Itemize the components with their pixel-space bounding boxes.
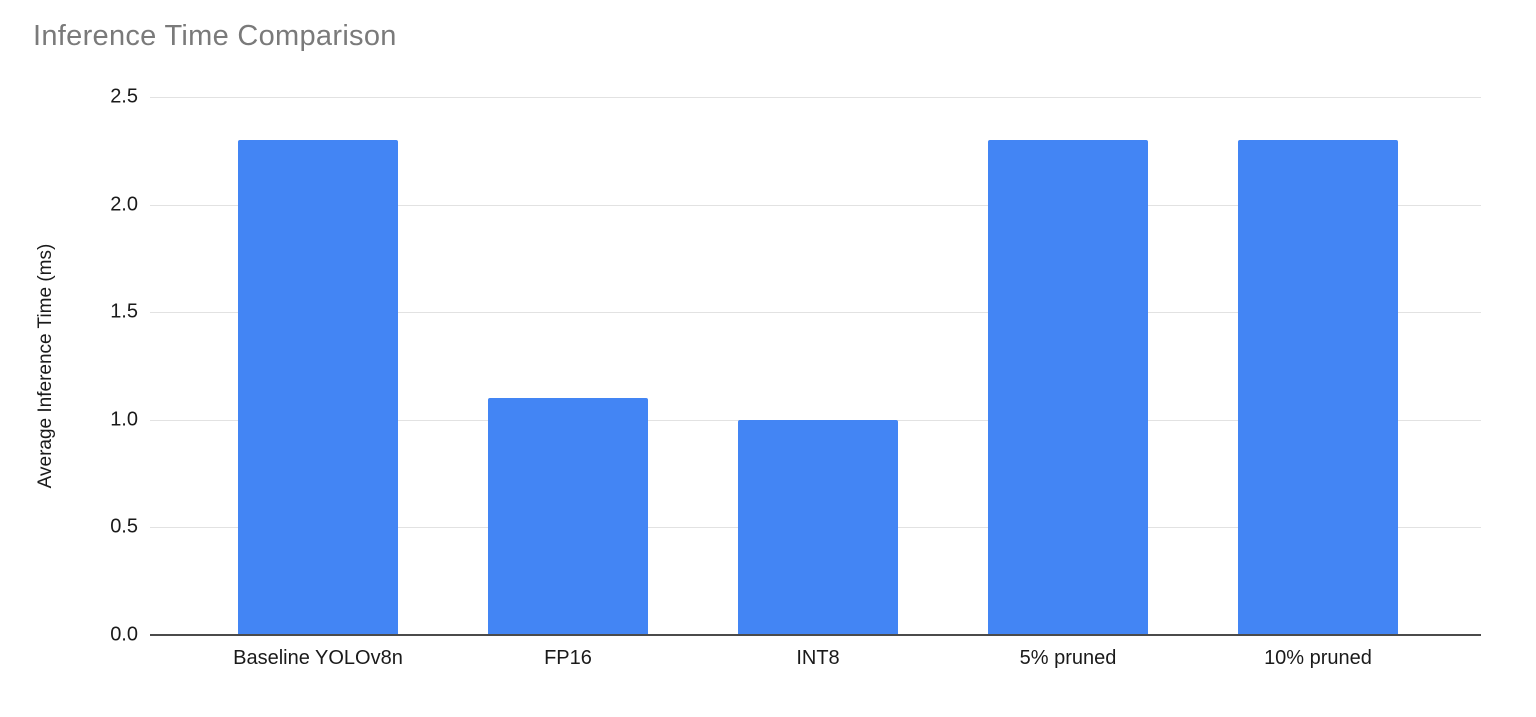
x-axis-label: 5% pruned xyxy=(1019,647,1117,669)
y-tick-label: 2.5 xyxy=(110,85,138,108)
gridline xyxy=(150,97,1481,98)
x-axis-line xyxy=(150,634,1481,636)
x-axis-label: INT8 xyxy=(796,647,840,669)
gridline xyxy=(150,312,1481,314)
gridline xyxy=(150,204,1481,206)
y-axis-title: Average Inference Time (ms) xyxy=(35,243,56,489)
y-tick-label: 1.0 xyxy=(110,408,138,431)
x-axis-label: FP16 xyxy=(544,647,592,669)
x-axis-label: 10% pruned xyxy=(1264,647,1372,669)
bar-int8 xyxy=(738,419,898,635)
y-tick-label: 1.5 xyxy=(110,300,138,323)
chart-title: Inference Time Comparison xyxy=(33,20,397,52)
plot-area xyxy=(150,97,1481,636)
y-tick-label: 2.0 xyxy=(110,193,138,216)
bar-10-pruned xyxy=(1238,140,1398,635)
bar-5-pruned xyxy=(988,140,1148,635)
x-axis-label: Baseline YOLOv8n xyxy=(233,647,403,669)
bar-fp16 xyxy=(488,398,648,635)
y-tick-label: 0.5 xyxy=(110,515,138,538)
y-tick-label: 0.0 xyxy=(110,623,138,646)
bar-baseline-yolov8n xyxy=(238,140,398,635)
